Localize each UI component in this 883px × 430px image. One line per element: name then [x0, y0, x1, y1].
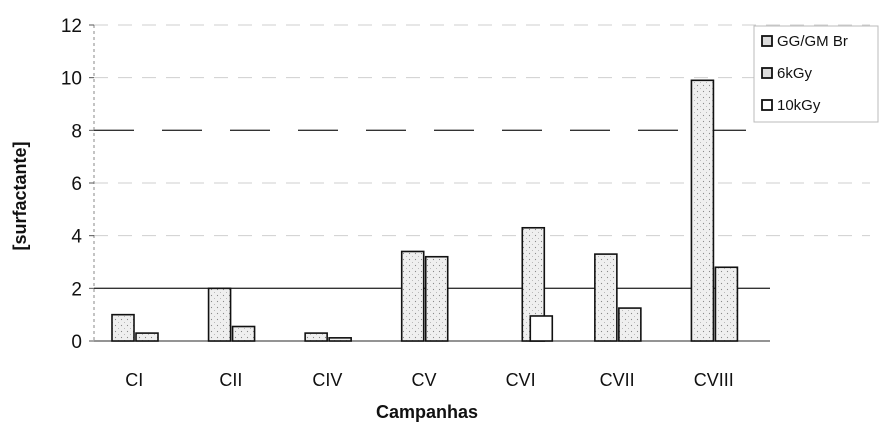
bar-gg-gm-br-cii [207, 287, 232, 342]
y-tick-label: 0 [71, 332, 82, 353]
bar-gg-gm-br-cvii [594, 253, 618, 342]
x-axis-title: Campanhas [376, 402, 478, 422]
bars [111, 79, 739, 342]
legend-label: 6kGy [777, 65, 813, 82]
legend-swatch [761, 35, 773, 47]
x-tick-label: CVI [506, 370, 536, 390]
legend-swatch [761, 67, 773, 79]
y-tick-label: 2 [71, 279, 82, 300]
y-tick-label: 6 [71, 174, 82, 195]
y-tick-label: 4 [71, 227, 82, 248]
x-tick-label: CVIII [694, 370, 734, 390]
bar-6kgy-cvii [618, 307, 642, 342]
legend-label: GG/GM Br [777, 33, 848, 50]
x-tick-label: CIV [312, 370, 342, 390]
bar-6kgy-cii [231, 325, 256, 342]
bar-10kgy-cvi [529, 315, 554, 342]
bar-6kgy-ci [135, 332, 159, 342]
y-tick-label: 12 [61, 16, 82, 37]
bar-gg-gm-br-ci [111, 313, 135, 342]
legend: GG/GM Br 6kGy 10kGy [753, 25, 879, 123]
legend-swatch [761, 99, 773, 111]
bar-6kgy-cviii [714, 266, 739, 342]
legend-box [753, 25, 879, 123]
x-tick-label: CII [219, 370, 242, 390]
y-tick-label: 8 [71, 121, 82, 142]
legend-label: 10kGy [777, 97, 821, 114]
bar-gg-gm-br-civ [304, 332, 328, 342]
x-tick-label: CV [411, 370, 436, 390]
bar-6kgy-civ [328, 337, 352, 342]
x-tick-label: CI [125, 370, 143, 390]
y-tick-labels: 0 2 4 6 8 10 12 [61, 16, 94, 353]
bar-gg-gm-br-cviii [690, 79, 715, 342]
bar-6kgy-cv [424, 255, 449, 342]
y-axis-title: [surfactante] [10, 141, 30, 250]
gridlines [94, 24, 870, 237]
y-tick-label: 10 [61, 69, 82, 90]
bar-gg-gm-br-cv [400, 250, 425, 342]
x-tick-labels: CI CII CIV CV CVI CVII CVIII [125, 370, 733, 390]
x-tick-label: CVII [600, 370, 635, 390]
